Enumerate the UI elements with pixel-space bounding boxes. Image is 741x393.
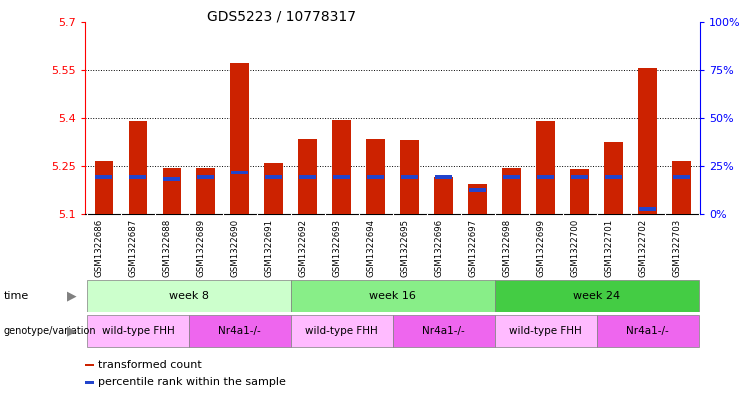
Bar — [495, 315, 597, 347]
Bar — [189, 315, 290, 347]
Text: GSM1322692: GSM1322692 — [299, 219, 308, 277]
Bar — [130, 175, 146, 179]
Bar — [638, 68, 657, 214]
Bar — [434, 177, 453, 214]
Bar — [162, 168, 182, 214]
Bar — [639, 208, 656, 211]
Bar — [333, 119, 351, 214]
Text: GSM1322690: GSM1322690 — [231, 219, 240, 277]
Bar — [400, 140, 419, 214]
Bar — [95, 161, 113, 214]
Bar — [597, 315, 699, 347]
Text: GSM1322691: GSM1322691 — [265, 219, 274, 277]
Text: week 24: week 24 — [573, 291, 620, 301]
Bar — [230, 63, 249, 214]
Bar — [503, 175, 520, 179]
Bar — [537, 175, 554, 179]
Text: ▶: ▶ — [67, 289, 76, 302]
Text: GSM1322697: GSM1322697 — [468, 219, 478, 277]
Text: genotype/variation: genotype/variation — [4, 326, 96, 336]
Text: wild-type FHH: wild-type FHH — [509, 326, 582, 336]
Bar — [333, 175, 350, 179]
Bar — [299, 139, 317, 214]
Text: GSM1322688: GSM1322688 — [163, 219, 172, 277]
Text: Nr4a1-/-: Nr4a1-/- — [626, 326, 669, 336]
Bar — [495, 280, 699, 312]
Text: Nr4a1-/-: Nr4a1-/- — [422, 326, 465, 336]
Text: GSM1322700: GSM1322700 — [571, 219, 579, 277]
Bar — [366, 139, 385, 214]
Bar — [299, 175, 316, 179]
Text: wild-type FHH: wild-type FHH — [102, 326, 174, 336]
Text: GSM1322694: GSM1322694 — [367, 219, 376, 277]
Bar — [128, 121, 147, 214]
Text: time: time — [4, 291, 29, 301]
Bar — [604, 142, 623, 214]
Text: GSM1322696: GSM1322696 — [435, 219, 444, 277]
Bar — [393, 315, 495, 347]
Text: week 8: week 8 — [169, 291, 209, 301]
Bar — [502, 168, 521, 214]
Text: GSM1322699: GSM1322699 — [536, 219, 545, 277]
Text: GSM1322703: GSM1322703 — [673, 219, 682, 277]
Bar — [265, 175, 282, 179]
Bar — [571, 169, 589, 214]
Text: GSM1322686: GSM1322686 — [95, 219, 104, 277]
Text: transformed count: transformed count — [99, 360, 202, 370]
Bar — [164, 177, 180, 181]
Text: GDS5223 / 10778317: GDS5223 / 10778317 — [207, 10, 356, 24]
Bar — [468, 184, 487, 214]
Text: GSM1322701: GSM1322701 — [605, 219, 614, 277]
Text: week 16: week 16 — [369, 291, 416, 301]
Bar — [536, 121, 555, 214]
Bar — [87, 315, 189, 347]
Text: wild-type FHH: wild-type FHH — [305, 326, 378, 336]
Bar — [368, 175, 384, 179]
Bar — [85, 364, 94, 366]
Bar — [435, 175, 452, 179]
Text: GSM1322693: GSM1322693 — [333, 219, 342, 277]
Bar — [469, 188, 486, 192]
Text: GSM1322695: GSM1322695 — [401, 219, 410, 277]
Bar — [196, 168, 215, 214]
Bar — [96, 175, 113, 179]
Text: Nr4a1-/-: Nr4a1-/- — [219, 326, 261, 336]
Bar — [290, 280, 495, 312]
Bar — [87, 280, 290, 312]
Bar — [571, 175, 588, 179]
Bar — [673, 175, 690, 179]
Bar — [605, 175, 622, 179]
Bar — [402, 175, 418, 179]
Bar — [197, 175, 214, 179]
Text: GSM1322689: GSM1322689 — [197, 219, 206, 277]
Text: ▶: ▶ — [67, 325, 76, 338]
Bar — [265, 163, 283, 214]
Bar — [672, 161, 691, 214]
Bar — [231, 171, 248, 174]
Text: GSM1322702: GSM1322702 — [639, 219, 648, 277]
Text: GSM1322698: GSM1322698 — [502, 219, 511, 277]
Bar — [290, 315, 393, 347]
Text: GSM1322687: GSM1322687 — [129, 219, 138, 277]
Bar — [85, 381, 94, 384]
Text: percentile rank within the sample: percentile rank within the sample — [99, 377, 286, 387]
